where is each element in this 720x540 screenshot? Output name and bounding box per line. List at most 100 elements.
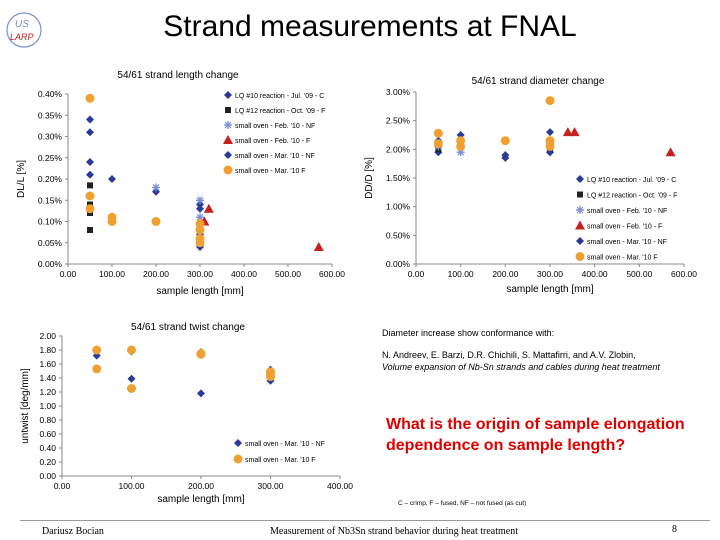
twist-data-point [127,374,136,383]
diameter-y-axis-label: DD/D [%] [364,157,375,199]
length-legend-marker [223,135,233,144]
twist-data-point [92,345,102,355]
length-legend-marker [225,107,231,113]
length-data-point [196,196,204,205]
diameter-x-tick-label: 200.00 [492,269,518,279]
conformance-note: Diameter increase show conformance with:… [382,327,702,373]
diameter-y-tick-label: 2.00% [386,144,411,154]
diameter-data-point [562,127,573,137]
length-data-point [85,204,95,214]
length-data-point [107,217,117,226]
length-data-point [108,175,116,183]
footer-author: Dariusz Bocian [42,526,104,537]
length-legend-label: small oven - Mar. '10 F [235,168,306,175]
length-legend-marker [224,151,232,159]
length-data-point [195,225,205,235]
abbreviation-key: C – crimp, F – fused, NF – not fused (as… [398,500,527,507]
length-x-tick-label: 100.00 [99,269,125,279]
length-legend-marker [224,121,232,129]
length-data-point-stroke [196,196,204,204]
twist-data-point [197,389,205,398]
twist-data-point [196,349,206,358]
diameter-legend-marker [577,191,583,198]
twist-x-tick-label: 200.00 [188,481,214,491]
length-data-point-stroke [152,184,160,191]
length-data-point [203,203,214,213]
diameter-data-point [665,147,676,157]
diameter-data-point [433,128,443,138]
twist-data-point [127,384,136,393]
diameter-x-tick-label: 0.00 [408,269,425,279]
diameter-legend-label: small oven - Feb. '10 - F [587,224,662,231]
diameter-legend-marker [575,252,585,261]
length-data-point [151,217,161,226]
svg-text:LARP: LARP [10,32,34,42]
length-legend-marker-stroke [224,121,232,129]
diameter-legend-label: small oven - Mar. '10 - NF [587,239,667,246]
diameter-change-chart: 54/61 strand diameter change 0.00% 0.50% 1.… [364,76,697,295]
diameter-legend-marker [576,206,584,214]
us-larp-logo: US LARP [4,8,44,58]
length-y-tick-label: 0.35% [38,110,63,120]
twist-y-axis-label: untwist [deg/mm] [20,368,31,444]
diameter-y-tick-label: 3.00% [386,87,411,97]
length-x-tick-label: 400.00 [231,269,257,279]
twist-legend-marker [233,454,243,464]
us-larp-logo-graphic: US LARP [6,12,42,48]
length-y-tick-label: 0.05% [38,238,63,248]
twist-x-tick-label: 400.00 [327,481,353,491]
diameter-y-tick-label: 1.50% [386,173,411,183]
length-chart-title: 54/61 strand length change [117,70,239,81]
twist-y-tick-label: 1.00 [39,401,56,411]
length-legend-label: small oven - Feb. '10 - F [235,138,310,145]
length-y-axis-label: DL/L [%] [16,160,27,198]
diameter-data-point [545,141,555,151]
length-y-tick-label: 0.20% [38,174,63,184]
length-legend-label: small oven - Mar. '10 - NF [235,153,315,160]
length-data-point [86,170,94,179]
diameter-x-tick-label: 500.00 [626,269,652,279]
diameter-data-point [456,141,466,151]
twist-x-tick-label: 100.00 [119,481,145,491]
twist-legend-marker [234,439,242,447]
diameter-legend-marker [576,237,584,245]
twist-data-point [266,372,275,382]
diameter-data-point [500,136,510,146]
twist-y-tick-label: 0.20 [39,457,56,467]
length-data-point-stroke [196,213,204,221]
length-x-tick-label: 600.00 [319,269,345,279]
diameter-data-point [433,139,443,149]
twist-y-tick-label: 0.00 [39,471,56,481]
length-legend-label: LQ #10 reaction - Jul. '09 - C [235,93,324,100]
diameter-data-point [501,153,510,162]
page-number: 8 [672,524,677,535]
diameter-legend-marker-stroke [576,206,584,214]
diameter-y-tick-label: 1.00% [386,202,411,212]
twist-x-axis-label: sample length [mm] [157,494,244,505]
length-legend-label: small oven - Feb. '10 - NF [235,123,315,130]
diameter-x-tick-label: 100.00 [448,269,474,279]
length-y-tick-label: 0.10% [38,217,63,227]
diameter-data-point [546,128,554,137]
note-authors: N. Andreev, E. Barzi, D.R. Chichili, S. … [382,350,636,360]
diameter-x-tick-label: 600.00 [671,269,697,279]
twist-y-tick-label: 1.60 [39,359,56,369]
twist-x-tick-label: 300.00 [258,481,284,491]
length-data-point [87,182,93,189]
length-legend-marker [224,91,232,99]
diameter-legend-label: LQ #12 reaction - Oct. '09 - F [587,193,677,200]
length-x-tick-label: 300.00 [187,269,213,279]
length-data-point [86,128,94,137]
note-paper: Volume expansion of Nb-Sn strands and ca… [382,362,660,372]
twist-y-tick-label: 0.40 [39,443,56,453]
length-y-tick-label: 0.15% [38,195,63,205]
note-heading: Diameter increase show conformance with: [382,328,555,338]
diameter-y-tick-label: 2.50% [386,116,411,126]
length-data-point [313,242,324,251]
diameter-x-axis-label: sample length [mm] [506,284,593,295]
diameter-y-tick-label: 0.00% [386,259,411,269]
twist-y-tick-label: 1.80 [39,345,56,355]
diameter-data-point [545,96,555,106]
twist-change-chart: 54/61 strand twist change 0.00 0.20 0.40 0.6… [20,322,353,505]
diameter-x-tick-label: 400.00 [582,269,608,279]
